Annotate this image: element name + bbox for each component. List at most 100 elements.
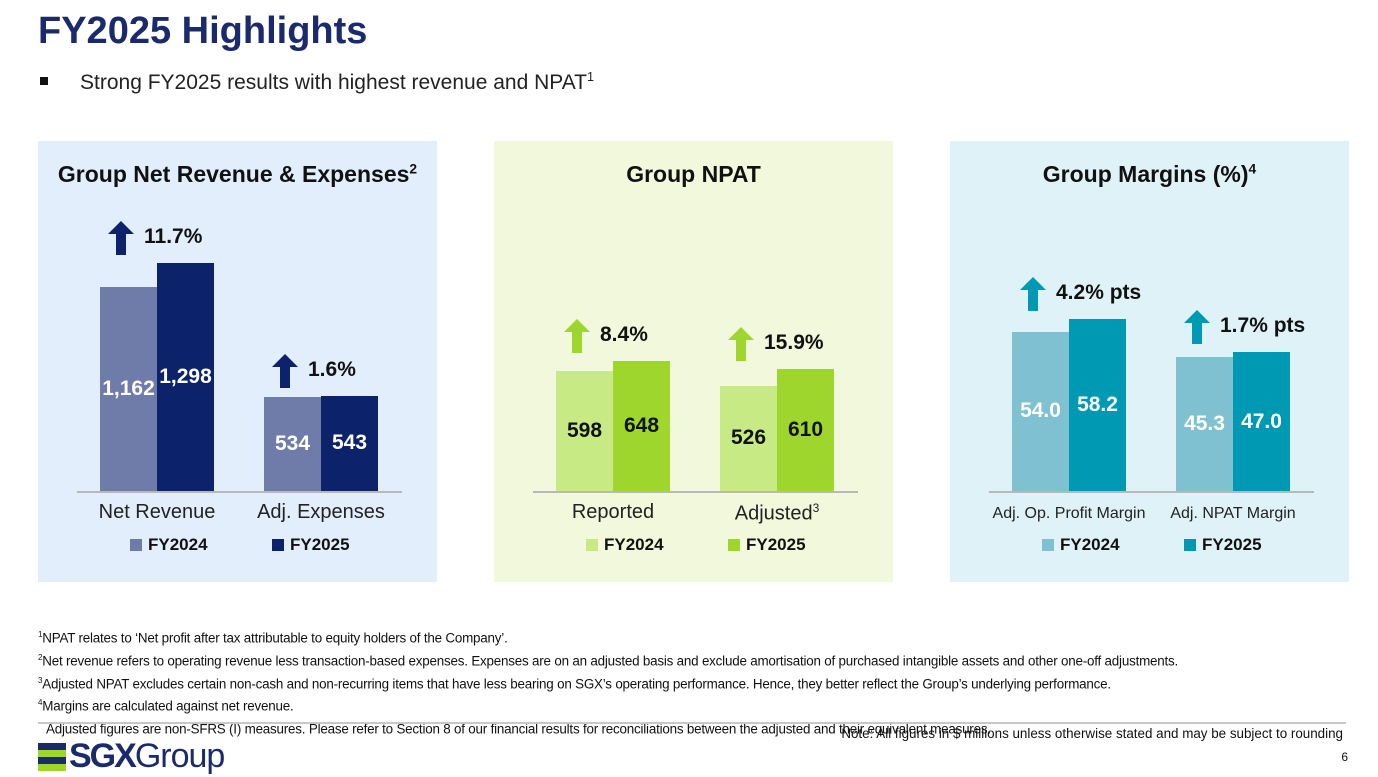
- category-label: Reported: [531, 501, 695, 524]
- footnote: Adjusted figures are non-SFRS (I) measur…: [38, 716, 1358, 739]
- footnote-number: 2: [38, 652, 43, 662]
- data-label: 47.0: [1241, 409, 1282, 433]
- page-number: 6: [1341, 750, 1348, 764]
- footnote: 4Margins are calculated against net reve…: [38, 693, 1358, 716]
- chart-title: Group NPAT: [494, 161, 893, 188]
- bar-fy2025-1: [777, 369, 834, 491]
- legend-swatch: [728, 539, 740, 551]
- logo-group: Group: [134, 737, 225, 775]
- legend-swatch: [586, 539, 598, 551]
- data-label: 534: [274, 432, 311, 456]
- change-label: 11.7%: [144, 224, 203, 248]
- logo-mark-icon: [38, 742, 66, 771]
- chart-title-text: Group NPAT: [626, 161, 761, 187]
- legend-item-fy2024: FY2024: [1042, 535, 1120, 555]
- footnote: 1NPAT relates to ‘Net profit after tax a…: [38, 625, 1358, 648]
- category-label: Adj. Op. Profit Margin: [987, 505, 1151, 523]
- sgx-group-logo: SGX Group: [38, 737, 225, 776]
- legend-label: FY2025: [746, 535, 806, 554]
- x-axis-line: [989, 491, 1314, 493]
- footnote-text: NPAT relates to ‘Net profit after tax at…: [42, 630, 508, 646]
- logo-sgx: SGX: [69, 737, 137, 775]
- category-text: Adj. NPAT Margin: [1170, 505, 1296, 522]
- legend-swatch: [272, 539, 284, 551]
- legend-item-fy2024: FY2024: [586, 535, 664, 555]
- data-label: 54.0: [1020, 399, 1061, 423]
- footnote-text: Margins are calculated against net reven…: [42, 698, 294, 714]
- change-label: 8.4%: [600, 323, 648, 347]
- footnotes: 1NPAT relates to ‘Net profit after tax a…: [38, 625, 1358, 739]
- bar-fy2025-1: [321, 395, 378, 491]
- footnote-text: Net revenue refers to operating revenue …: [42, 653, 1179, 669]
- category-text: Adj. Expenses: [257, 501, 385, 523]
- bar-fy2025-0: [157, 262, 214, 491]
- legend-label: FY2024: [148, 535, 208, 554]
- data-label: 543: [331, 431, 368, 455]
- bar-fy2025-0: [1069, 319, 1126, 491]
- change-label: 4.2% pts: [1056, 281, 1142, 305]
- data-label: 648: [623, 414, 660, 438]
- category-label: Net Revenue: [75, 501, 239, 524]
- bar-fy2024-1: [264, 397, 321, 491]
- legend-swatch: [130, 539, 142, 551]
- up-arrow-icon: [108, 220, 134, 255]
- bar-fy2025-0: [613, 361, 670, 491]
- footnote-text: Adjusted NPAT excludes certain non-cash …: [42, 676, 1111, 691]
- up-arrow-icon: [564, 319, 590, 354]
- change-indicator: 4.2% pts: [1020, 277, 1142, 312]
- footnote-text: Adjusted figures are non-SFRS (I) measur…: [46, 721, 991, 737]
- category-text: Net Revenue: [98, 501, 216, 523]
- footnote-ref: 3: [812, 501, 820, 515]
- bar-fy2024-1: [1176, 357, 1233, 491]
- bullet-text: Strong FY2025 results with highest reven…: [80, 71, 587, 94]
- legend-item-fy2025: FY2025: [728, 535, 806, 555]
- up-arrow-icon: [1020, 277, 1046, 312]
- change-label: 1.6%: [308, 357, 356, 381]
- legend-item-fy2025: FY2025: [272, 535, 350, 555]
- highlight-bullet: Strong FY2025 results with highest reven…: [40, 70, 594, 95]
- legend-swatch: [1184, 539, 1196, 551]
- footnote: 2Net revenue refers to operating revenue…: [38, 648, 1358, 671]
- bullet-marker: [40, 77, 48, 86]
- legend-item-fy2025: FY2025: [1184, 535, 1262, 555]
- footnote-number: 1: [38, 630, 43, 639]
- chart-panel-1: Group NPAT 598 648 8.4% Reported 526 610 15.9% A…: [494, 141, 893, 582]
- category-text: Adjusted: [734, 502, 813, 525]
- legend-swatch: [1042, 539, 1054, 551]
- category-label: Adj. NPAT Margin: [1151, 505, 1315, 523]
- bar-fy2025-1: [1233, 352, 1290, 491]
- x-axis-line: [533, 491, 858, 493]
- chart-panel-0: Group Net Revenue & Expenses2 1,162 1,298 1…: [38, 141, 437, 582]
- x-axis-line: [77, 491, 402, 493]
- legend-label: FY2024: [604, 535, 664, 554]
- chart-panel-2: Group Margins (%)4 54.0 58.2 4.2% pts Adj. O…: [950, 141, 1349, 582]
- category-label: Adj. Expenses: [239, 501, 403, 524]
- data-label: 45.3: [1184, 412, 1225, 436]
- change-indicator: 11.7%: [108, 220, 203, 255]
- page-title: FY2025 Highlights: [38, 10, 368, 52]
- bar-fy2024-1: [720, 385, 777, 491]
- data-label: 598: [566, 419, 603, 443]
- category-text: Adj. Op. Profit Margin: [992, 505, 1146, 522]
- data-label: 58.2: [1077, 393, 1118, 417]
- figures-note: Note: All figures in $ millions unless o…: [841, 726, 1343, 741]
- divider: [38, 722, 1346, 724]
- data-label: 526: [730, 426, 767, 450]
- legend-label: FY2025: [1202, 535, 1262, 554]
- change-indicator: 1.7% pts: [1184, 310, 1306, 345]
- chart-title: Group Margins (%)4: [950, 161, 1349, 188]
- footnote-ref: 2: [409, 161, 418, 177]
- legend-label: FY2024: [1060, 535, 1120, 554]
- legend-label: FY2025: [290, 535, 350, 554]
- data-label: 610: [787, 418, 824, 441]
- change-label: 15.9%: [764, 331, 824, 354]
- up-arrow-icon: [728, 327, 754, 361]
- bar-fy2024-0: [1012, 331, 1069, 491]
- footnote-number: 3: [38, 675, 43, 685]
- change-indicator: 1.6%: [272, 353, 356, 388]
- category-label: Adjusted3: [695, 501, 859, 526]
- footnote-number: 4: [38, 698, 43, 708]
- change-label: 1.7% pts: [1220, 314, 1306, 338]
- data-label: 1,162: [102, 376, 155, 400]
- chart-title-text: Group Margins (%): [1042, 161, 1249, 187]
